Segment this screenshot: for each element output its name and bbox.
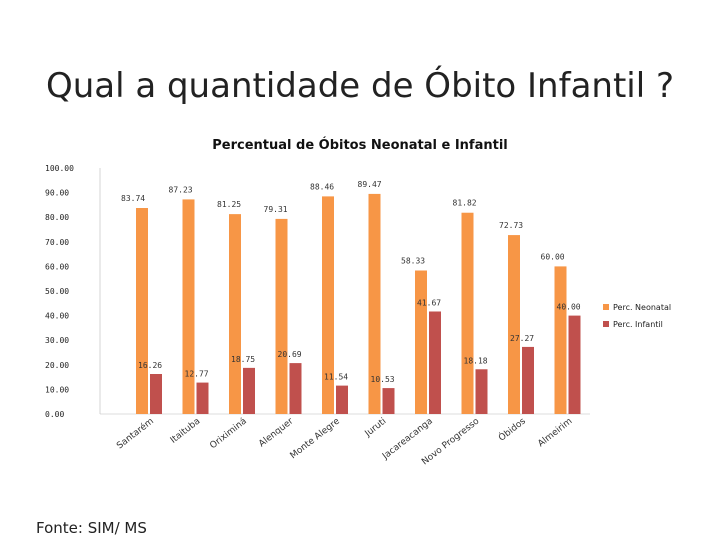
data-label-infantil: 11.54 <box>324 373 348 382</box>
category-label: Santarém <box>115 416 156 452</box>
category-label: Almeirim <box>536 416 574 449</box>
bar-neonatal <box>322 196 334 414</box>
chart-title: Percentual de Óbitos Neonatal e Infantil <box>212 137 508 153</box>
bar-neonatal <box>554 266 567 414</box>
y-tick-label: 60.00 <box>45 262 69 271</box>
y-tick-label: 10.00 <box>45 385 69 394</box>
category-label: Itaituba <box>169 416 202 445</box>
bar-neonatal <box>182 199 195 414</box>
bar-infantil <box>196 382 209 414</box>
data-label-neonatal: 81.25 <box>217 200 241 209</box>
bar-infantil <box>289 363 302 414</box>
data-label-neonatal: 72.73 <box>499 221 523 230</box>
y-tick-label: 30.00 <box>45 336 69 345</box>
bar-neonatal <box>415 270 427 414</box>
y-axis-ticks: 0.00 10.00 20.00 30.00 40.00 50.00 60.00 70.00 8… <box>45 164 74 419</box>
bar-infantil <box>475 369 488 414</box>
data-label-neonatal: 88.46 <box>310 182 334 191</box>
data-label-neonatal: 89.47 <box>358 180 382 189</box>
data-label-infantil: 12.77 <box>185 370 209 379</box>
bar-neonatal <box>461 212 474 414</box>
category-label: Oriximiná <box>208 416 249 451</box>
y-tick-label: 0.00 <box>45 410 64 419</box>
y-tick-label: 50.00 <box>45 287 69 296</box>
data-label-infantil: 18.75 <box>231 355 255 364</box>
category-label: Alenquer <box>257 416 295 449</box>
legend: Perc. Neonatal Perc. Infantil <box>603 303 671 329</box>
data-label-neonatal: 79.31 <box>264 205 288 214</box>
y-tick-label: 70.00 <box>45 238 69 247</box>
bar-infantil <box>568 315 581 414</box>
data-label-neonatal: 81.82 <box>453 199 477 208</box>
y-tick-label: 20.00 <box>45 361 69 370</box>
bar-neonatal <box>368 193 381 414</box>
bar-neonatal <box>508 235 520 414</box>
legend-swatch-neonatal <box>603 304 609 310</box>
y-tick-label: 40.00 <box>45 312 69 321</box>
legend-swatch-infantil <box>603 321 609 327</box>
bar-neonatal <box>136 207 148 414</box>
category-label: Monte Alegre <box>289 416 343 461</box>
data-label-infantil: 18.18 <box>464 356 488 365</box>
bar-infantil <box>243 367 255 414</box>
source-note: Fonte: SIM/ MS <box>36 519 147 537</box>
y-tick-label: 100.00 <box>45 164 74 173</box>
bar-infantil <box>429 311 441 414</box>
legend-label-neonatal: Perc. Neonatal <box>613 303 671 312</box>
bars <box>136 193 581 414</box>
bar-infantil <box>382 388 395 414</box>
data-label-infantil: 20.69 <box>278 350 302 359</box>
data-label-neonatal: 83.74 <box>121 194 145 203</box>
bar-infantil <box>336 385 348 414</box>
data-label-infantil: 16.26 <box>138 361 162 370</box>
category-label: Juruti <box>363 416 389 439</box>
data-label-infantil: 40.00 <box>557 303 581 312</box>
data-label-neonatal: 60.00 <box>541 252 565 261</box>
slide-title: Qual a quantidade de Óbito Infantil ? <box>45 66 675 106</box>
data-label-neonatal: 87.23 <box>169 185 193 194</box>
data-labels: 83.74 16.26 87.23 12.77 81.25 18.75 79.31 20.69… <box>121 180 581 384</box>
bar-neonatal <box>229 214 241 414</box>
bar-infantil <box>522 346 534 414</box>
data-label-infantil: 10.53 <box>371 375 395 384</box>
bar-infantil <box>150 374 162 414</box>
data-label-infantil: 27.27 <box>510 334 534 343</box>
y-tick-label: 90.00 <box>45 189 69 198</box>
legend-label-infantil: Perc. Infantil <box>613 320 663 329</box>
data-label-infantil: 41.67 <box>417 298 441 307</box>
y-tick-label: 80.00 <box>45 213 69 222</box>
data-label-neonatal: 58.33 <box>401 257 425 266</box>
category-label: Óbidos <box>496 415 528 444</box>
bar-neonatal <box>275 218 288 414</box>
